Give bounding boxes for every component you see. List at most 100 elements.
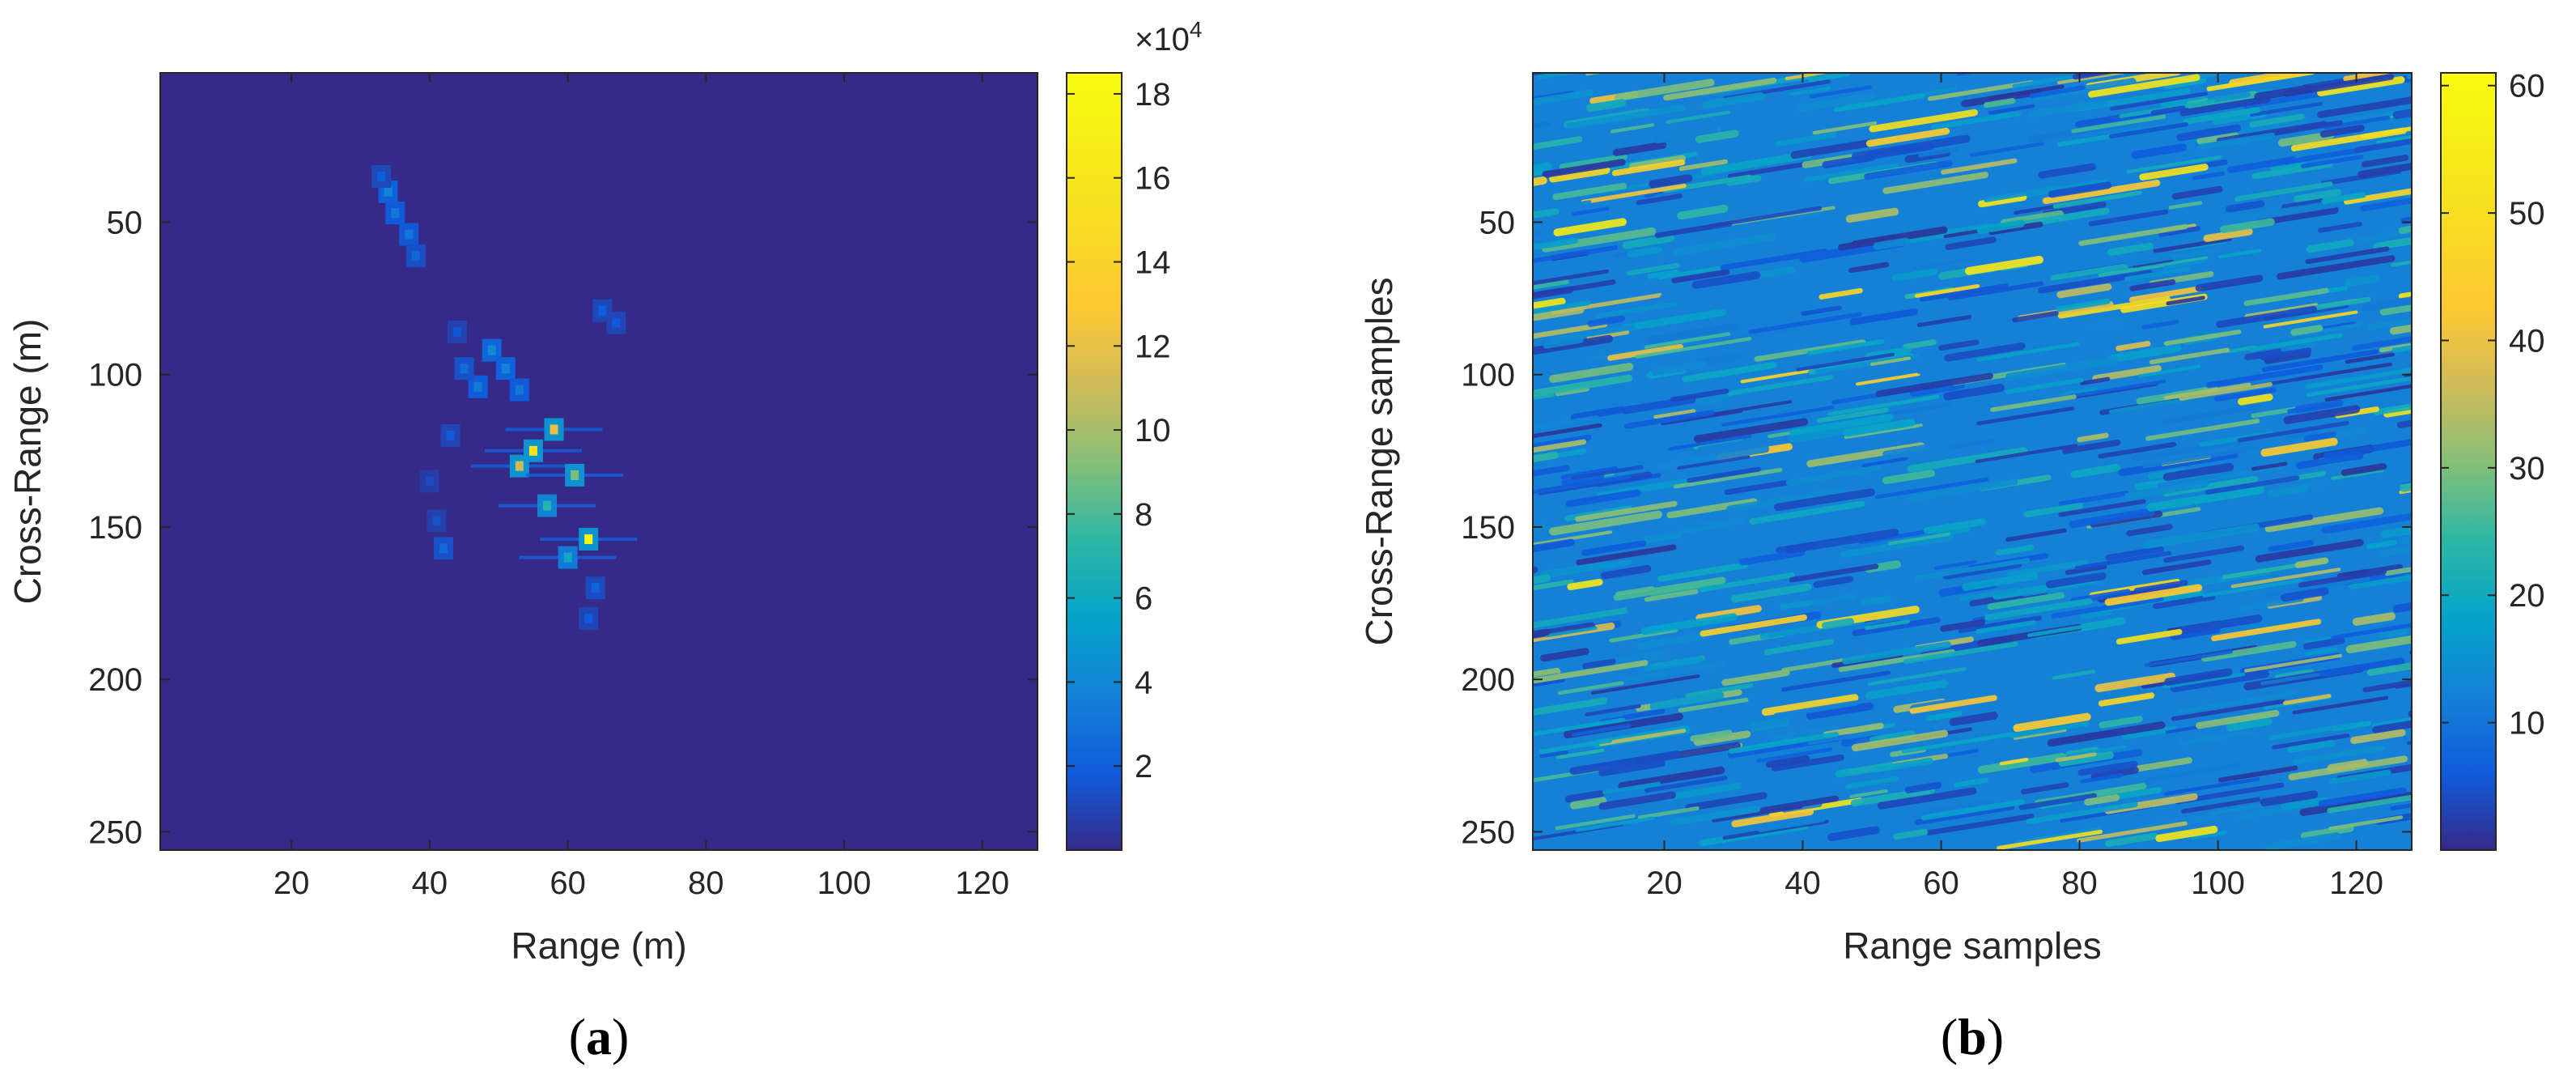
panel-a-x-ticks: 20 40 60 80 100 120	[274, 73, 1009, 901]
panel-b-streak	[2357, 228, 2412, 242]
panel-b-streak	[2058, 750, 2114, 767]
panel-b-streak	[1988, 221, 2043, 236]
panel-b-streak	[1873, 237, 1910, 250]
panel-b-streak	[1941, 158, 2018, 175]
panel-b-streak	[2205, 364, 2323, 389]
panel-b-streak	[1920, 283, 2009, 302]
panel-b-streak	[1682, 517, 1747, 533]
panel-b-streak	[1912, 256, 1980, 270]
panel-b-streak	[2260, 790, 2319, 807]
panel-b-streak	[2251, 461, 2288, 471]
panel-b-streak	[1983, 98, 2016, 108]
panel-b-streak	[1865, 619, 1910, 631]
panel-b-streak	[1685, 792, 1768, 811]
panel-b-streak	[1844, 423, 1923, 440]
panel-b-streak	[1785, 73, 1832, 80]
panel-b-streak	[2125, 248, 2216, 267]
panel-b-streak	[2237, 393, 2273, 406]
panel-b-streak	[1533, 89, 1594, 105]
panel-b-streak	[2116, 341, 2151, 351]
panel-b-streak	[2141, 559, 2212, 576]
panel-b-streak	[1575, 816, 1655, 832]
panel-b-streak	[1845, 207, 1899, 223]
panel-b-streak	[2222, 200, 2339, 226]
panel-a-colorbar-tick-label: 16	[1135, 161, 1171, 197]
panel-b-streak	[2057, 73, 2126, 85]
panel-b-streak	[2080, 609, 2112, 619]
panel-b-streak	[1560, 466, 1619, 480]
panel-b-streak	[1933, 559, 1977, 570]
panel-b-streak	[2243, 287, 2329, 306]
panel-b-streak	[2059, 491, 2130, 507]
panel-b-streak	[1640, 613, 1738, 636]
panel-b-streak	[2163, 258, 2209, 270]
panel-b-streak	[1867, 667, 1967, 687]
panel-b-streak	[1772, 725, 1839, 743]
panel-b-streak	[2155, 825, 2218, 843]
panel-b-streak	[1759, 795, 1839, 814]
panel-b-streak	[1795, 92, 1876, 113]
panel-b-streak	[1771, 754, 1844, 772]
panel-b-streak	[2157, 474, 2219, 487]
panel-b-streak	[1557, 681, 1624, 695]
panel-b-streak	[2094, 672, 2176, 693]
panel-a-colorbar-tick-label: 4	[1135, 665, 1152, 700]
panel-b-streak	[2277, 255, 2396, 280]
panel-b-streak	[1533, 566, 1538, 574]
panel-b-streak	[1827, 826, 1880, 841]
panel-b-streak	[1965, 255, 2043, 275]
panel-b-streak	[1553, 218, 1628, 236]
panel-a-x-tick-label: 20	[274, 865, 310, 901]
panel-b-streak	[2042, 179, 2161, 205]
panel-b-streak	[1677, 204, 1729, 220]
panel-b-streak	[2116, 628, 2183, 645]
panel-b-streak	[1926, 814, 2035, 836]
panel-b-streak	[2107, 242, 2154, 257]
panel-b-colorbar	[2440, 72, 2497, 851]
panel-b-streak	[2319, 657, 2405, 678]
panel-b-streak	[2318, 787, 2407, 807]
panel-b-streak	[2345, 635, 2412, 653]
panel-b-streak	[2098, 692, 2155, 707]
panel-b-streak	[1943, 383, 2005, 401]
panel-b-streak	[2317, 76, 2405, 97]
panel-b-streak	[2163, 545, 2245, 563]
panel-b-streak	[2144, 649, 2233, 667]
panel-b-streak	[1988, 84, 2065, 100]
panel-b-streak	[1549, 166, 1611, 183]
panel-b-streak	[2360, 198, 2412, 212]
panel-b-streak	[2205, 475, 2300, 495]
panel-b-streak	[2216, 305, 2318, 328]
panel-b-streak	[1804, 163, 1899, 182]
panel-b-streak	[1685, 682, 1754, 699]
panel-b-streak	[2170, 670, 2269, 693]
panel-b-streak	[1649, 691, 1725, 711]
panel-b-streak	[1789, 413, 1894, 436]
panel-b-streak	[1533, 579, 1574, 591]
panel-b-streak	[2249, 113, 2305, 128]
panel-b-streak	[1647, 322, 1739, 344]
panel-b-streak	[1533, 530, 1613, 546]
panel-b-streak	[1864, 159, 1953, 181]
panel-b-streak	[2071, 114, 2166, 134]
panel-b-streak	[1865, 679, 1948, 699]
panel-a-y-tick-label: 100	[88, 358, 142, 393]
panel-b-streak	[2009, 721, 2090, 738]
panel-a-y-tick-label: 150	[88, 510, 142, 546]
panel-b-streak	[1548, 363, 1634, 383]
panel-b-streak	[2108, 398, 2188, 414]
panel-b-streak	[1851, 729, 1949, 752]
panel-b-streak	[1936, 525, 1971, 537]
panel-b-streak	[1785, 528, 1899, 554]
panel-a-heat-spot	[515, 461, 524, 471]
panel-b-streak	[1533, 374, 1632, 398]
panel-b-streak	[1549, 510, 1663, 536]
panel-b-streak	[2195, 274, 2264, 292]
panel-b-streak	[2323, 439, 2412, 459]
panel-b-streak	[1693, 730, 1751, 746]
panel-b-streak	[2077, 821, 2188, 843]
panel-b-streak	[2162, 462, 2234, 482]
panel-b-streak	[2389, 324, 2412, 335]
panel-b-streak	[1870, 356, 1911, 366]
panel-b-streak	[2264, 507, 2384, 533]
